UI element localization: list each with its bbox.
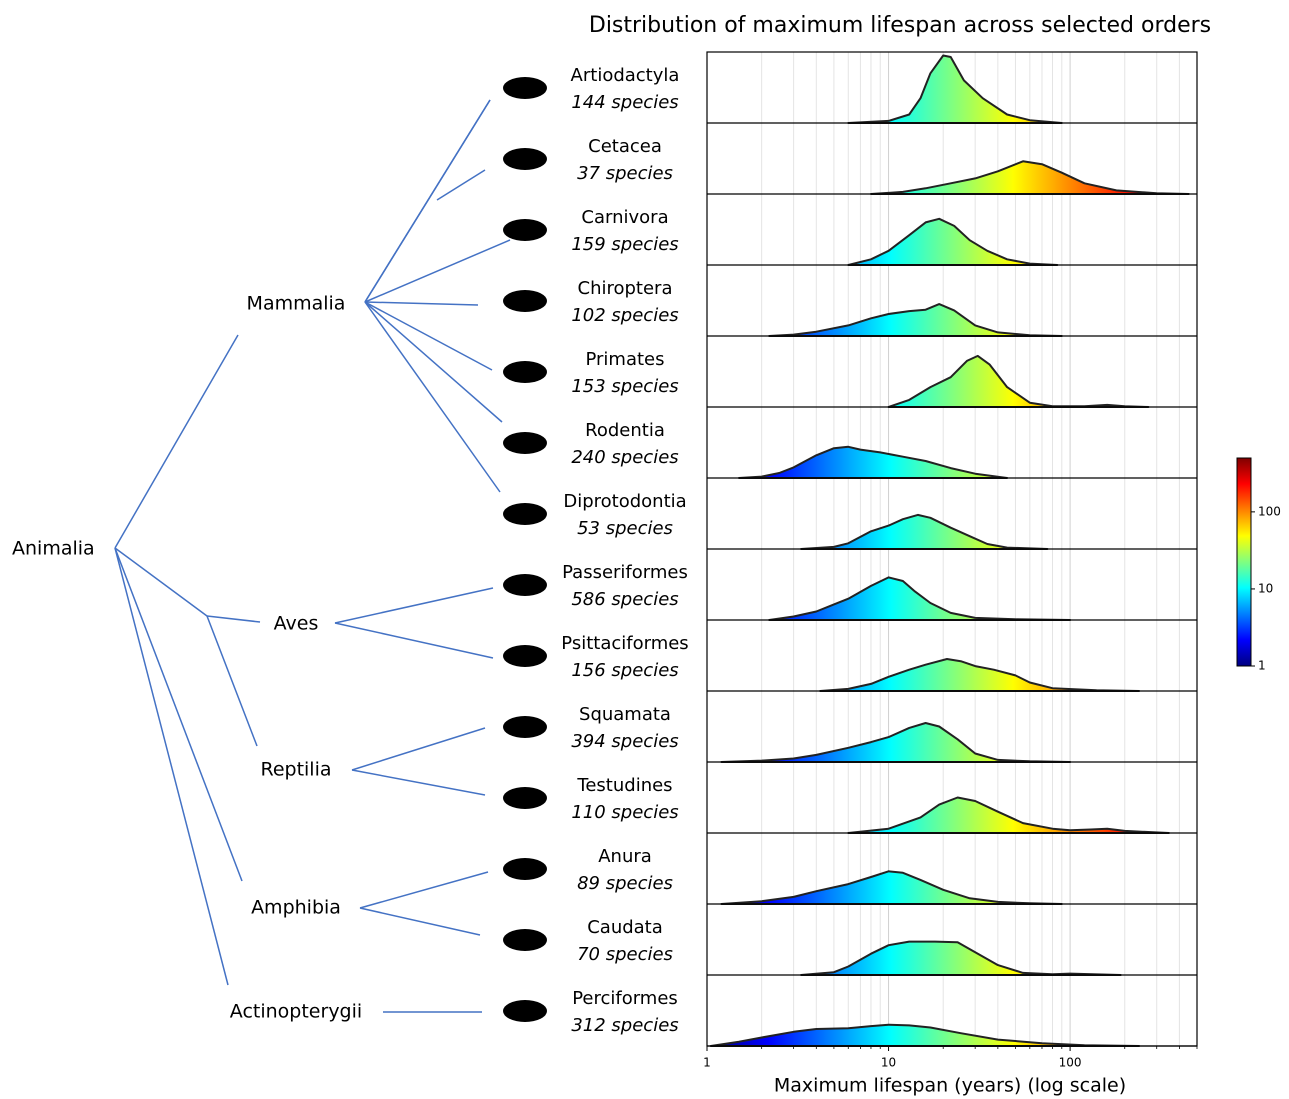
branch: [364, 301, 493, 371]
order-name: Cetacea: [588, 136, 662, 157]
branch: [114, 547, 208, 617]
order-name: Psittaciformes: [561, 633, 688, 654]
species-count: 586 species: [571, 589, 678, 610]
animal-icon: [503, 858, 547, 880]
colorbar-tick-label: 1: [1258, 659, 1266, 673]
animal-icon: [503, 219, 547, 241]
branch: [114, 547, 229, 986]
species-count: 70 species: [577, 944, 673, 965]
species-count: 312 species: [571, 1015, 678, 1036]
species-count: 394 species: [571, 731, 678, 752]
root-label: Animalia: [12, 538, 95, 560]
class-label: Aves: [274, 613, 319, 635]
colorbar-tick-label: 100: [1258, 504, 1281, 518]
density-area: [768, 576, 1072, 621]
animal-icon: [503, 77, 547, 99]
density-area: [720, 722, 1072, 763]
branch: [436, 169, 486, 201]
branch: [359, 871, 489, 909]
animal-icon: [503, 1000, 547, 1022]
order-name: Chiroptera: [578, 278, 673, 299]
order-name: Anura: [598, 846, 652, 867]
order-name: Squamata: [579, 704, 671, 725]
colorbar-tick-label: 10: [1258, 581, 1273, 595]
branch: [114, 334, 239, 549]
order-name: Passeriformes: [562, 562, 688, 583]
density-area: [709, 1023, 1141, 1047]
species-count: 110 species: [571, 802, 678, 823]
branch: [114, 547, 243, 882]
species-count: 89 species: [577, 873, 673, 894]
animal-icon: [503, 574, 547, 596]
x-tick-label: 10: [881, 1056, 896, 1070]
density-area: [847, 796, 1170, 834]
x-axis-label: Maximum lifespan (years) (log scale): [774, 1075, 1126, 1097]
branch: [206, 615, 258, 747]
density-area: [847, 54, 1063, 124]
x-tick-label: 1: [703, 1056, 711, 1070]
branch: [364, 301, 479, 306]
order-name: Rodentia: [585, 420, 665, 441]
species-count: 159 species: [571, 234, 678, 255]
density-area: [887, 354, 1150, 408]
branch: [359, 907, 481, 936]
plot-frame: [706, 51, 1198, 1047]
order-name: Primates: [585, 349, 664, 370]
animal-icon: [503, 148, 547, 170]
animal-icon: [503, 716, 547, 738]
density-area: [800, 513, 1049, 550]
order-name: Caudata: [587, 917, 663, 938]
branch: [364, 301, 501, 493]
animal-icon: [503, 645, 547, 667]
density-area: [870, 160, 1190, 195]
animal-icon: [503, 929, 547, 951]
density-area: [847, 217, 1059, 266]
species-count: 102 species: [571, 305, 678, 326]
order-name: Perciformes: [572, 988, 678, 1009]
class-label: Mammalia: [247, 293, 346, 315]
order-name: Diprotodontia: [563, 491, 686, 512]
branch: [364, 239, 511, 303]
chart-title: Distribution of maximum lifespan across …: [589, 13, 1211, 38]
branch: [334, 622, 494, 659]
branch: [351, 727, 486, 771]
class-label: Reptilia: [260, 759, 331, 781]
density-area: [720, 870, 1063, 905]
order-name: Testudines: [576, 775, 672, 796]
order-name: Carnivora: [581, 207, 668, 228]
animal-icon: [503, 432, 547, 454]
animal-icon: [503, 503, 547, 525]
class-label: Actinopterygii: [230, 1001, 362, 1023]
density-area: [768, 303, 1063, 337]
branch: [364, 99, 491, 303]
branch: [334, 587, 494, 624]
class-label: Amphibia: [251, 897, 341, 919]
branch: [351, 769, 486, 796]
species-count: 53 species: [577, 518, 673, 539]
order-name: Artiodactyla: [571, 65, 680, 86]
species-count: 153 species: [571, 376, 678, 397]
species-count: 156 species: [571, 660, 678, 681]
animal-icon: [503, 290, 547, 312]
density-area: [800, 940, 1122, 976]
branch: [364, 301, 503, 423]
species-count: 240 species: [571, 447, 678, 468]
x-tick-label: 100: [1059, 1056, 1082, 1070]
density-area: [819, 658, 1141, 692]
animal-icon: [503, 361, 547, 383]
branch: [206, 615, 261, 623]
animal-icon: [503, 787, 547, 809]
species-count: 37 species: [577, 163, 673, 184]
colorbar: [1236, 457, 1252, 667]
density-area: [738, 445, 1009, 479]
species-count: 144 species: [571, 92, 678, 113]
